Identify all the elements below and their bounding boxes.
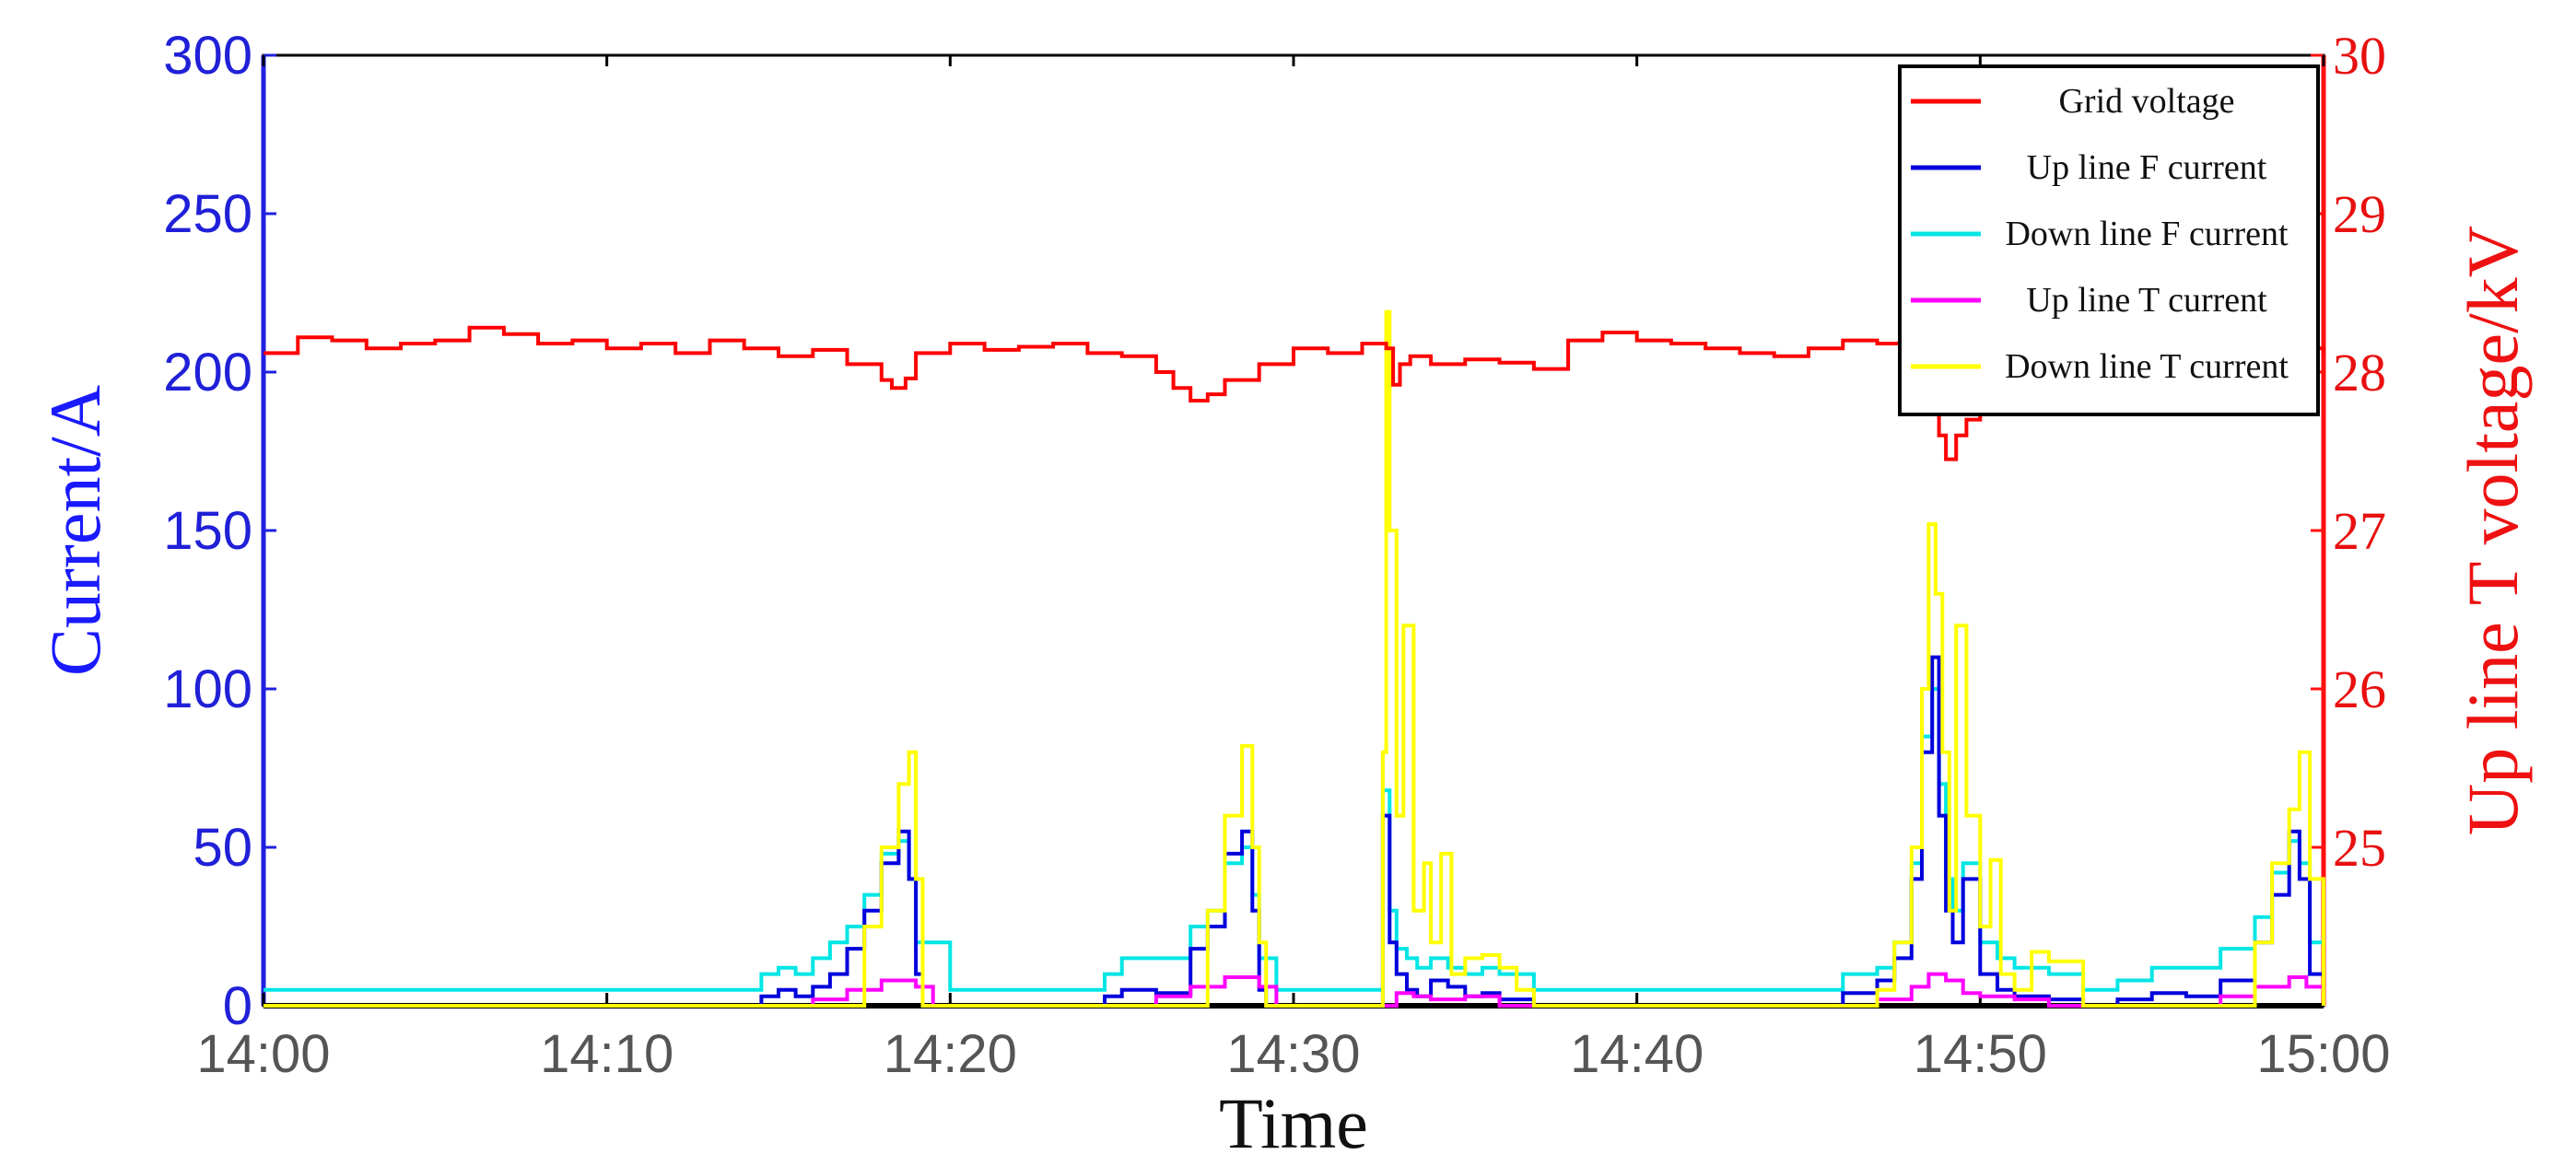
x-tick-label: 14:10	[540, 1024, 673, 1084]
legend: Grid voltage Up line F current Down line F…	[1898, 64, 2320, 416]
x-tick-label: 14:30	[1226, 1024, 1360, 1084]
series-grid-voltage	[263, 325, 2325, 461]
y-axis-left-title: Current/A	[35, 385, 115, 676]
legend-label-up-line-f-current: Up line F current	[2027, 148, 2267, 187]
right-tick-label: 29	[2333, 184, 2386, 244]
right-tick-label: 27	[2333, 501, 2386, 561]
right-tick-label: 28	[2333, 343, 2386, 402]
legend-label-up-line-t-current: Up line T current	[2026, 281, 2267, 320]
right-tick-label: 25	[2333, 818, 2386, 878]
left-tick-label: 200	[163, 343, 252, 402]
x-tick-labels: 14:00 14:10 14:20 14:30 14:40 14:50 15:00	[196, 1024, 2390, 1084]
right-tick-label: 30	[2333, 26, 2386, 86]
series-down-line-t-current	[263, 309, 2325, 1008]
left-tick-label: 50	[193, 818, 252, 878]
x-tick-label: 14:50	[1914, 1024, 2047, 1084]
y-axis-right-title: Up line T voltage/kV	[2453, 226, 2533, 835]
x-tick-label: 14:40	[1570, 1024, 1704, 1084]
legend-label-grid-voltage: Grid voltage	[2058, 82, 2234, 121]
left-tick-labels: 0 50 100 150 200 250 300	[163, 26, 252, 1036]
right-tick-labels: 25 26 27 28 29 30	[2333, 26, 2386, 878]
x-tick-label: 15:00	[2256, 1024, 2390, 1084]
left-tick-label: 250	[163, 184, 252, 244]
x-tick-label: 14:20	[884, 1024, 1017, 1084]
x-axis-title: Time	[1219, 1083, 1368, 1163]
legend-label-down-line-f-current: Down line F current	[2005, 215, 2289, 253]
legend-label-down-line-t-current: Down line T current	[2005, 347, 2289, 386]
left-tick-label: 300	[163, 26, 252, 86]
left-tick-label: 150	[163, 501, 252, 561]
left-tick-label: 100	[163, 659, 252, 719]
right-tick-label: 26	[2333, 659, 2386, 719]
x-tick-label: 14:00	[196, 1024, 330, 1084]
left-tick-label: 0	[223, 976, 252, 1036]
series-layer	[263, 309, 2325, 1008]
legend-box	[1898, 64, 2320, 416]
